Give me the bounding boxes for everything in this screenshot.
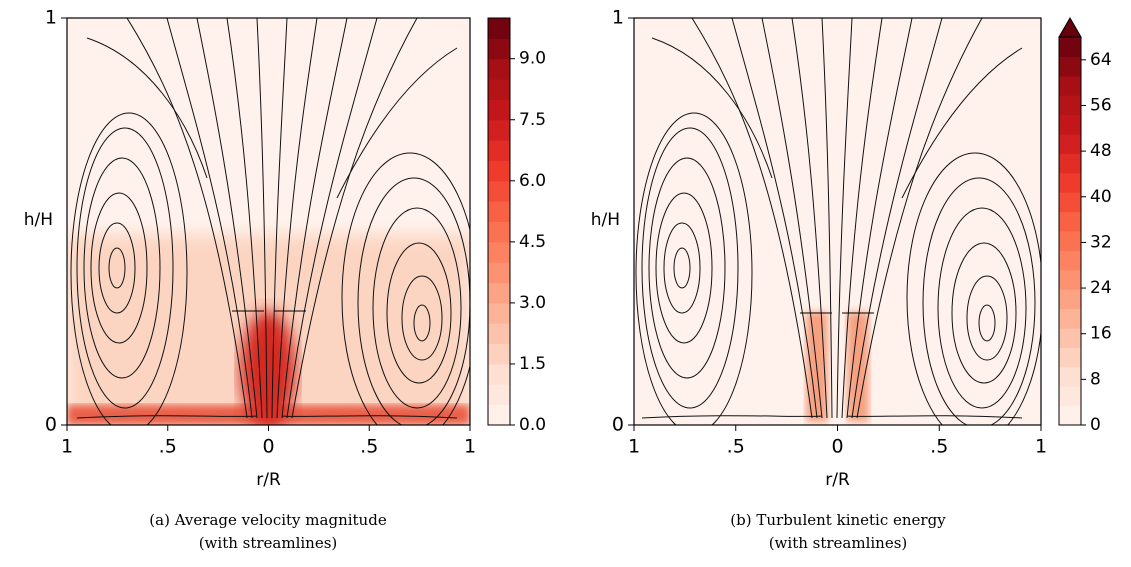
colorbar-band — [1059, 37, 1081, 57]
caption: (a) Average velocity magnitude — [149, 511, 387, 529]
colorbar-band — [488, 404, 510, 426]
y-tick-label: 0 — [612, 414, 624, 436]
field — [634, 18, 1041, 425]
colorbar-tick-label: 32 — [1090, 232, 1112, 252]
colorbar-tick-label: 64 — [1090, 50, 1112, 70]
colorbar-tick-label: 9.0 — [519, 49, 546, 69]
colorbar-band — [1059, 134, 1081, 154]
colorbar-band — [488, 160, 510, 182]
colorbar-tick-label: 3.0 — [519, 293, 546, 313]
caption: (with streamlines) — [199, 534, 338, 552]
x-tick-label: 0 — [831, 436, 843, 458]
colorbar-band — [1059, 231, 1081, 251]
colorbar-band — [1059, 328, 1081, 348]
y-tick-label: 0 — [45, 414, 57, 436]
x-tick-label: .5 — [159, 436, 177, 458]
colorbar-tick-label: 48 — [1090, 141, 1112, 161]
colorbar-band — [1059, 289, 1081, 310]
colorbar-band — [488, 323, 510, 345]
colorbar-tick-label: 40 — [1090, 187, 1112, 207]
colorbar-tick-label: 0 — [1090, 415, 1101, 435]
colorbar-band — [1059, 250, 1081, 271]
x-tick-label: 1 — [628, 436, 640, 458]
colorbar-tick-label: 0.0 — [519, 415, 546, 435]
x-tick-label: 0 — [262, 436, 274, 458]
colorbar-band — [1059, 114, 1081, 135]
colorbar-frame — [1058, 36, 1082, 426]
colorbar-band — [488, 38, 510, 60]
colorbar-band — [1059, 95, 1081, 116]
colorbar-tick-label: 1.5 — [519, 354, 546, 374]
colorbar-band — [1059, 269, 1081, 290]
colorbar-band — [488, 18, 510, 39]
colorbar-band — [1059, 308, 1081, 329]
colorbar-band — [488, 119, 510, 141]
colorbar-band — [1059, 172, 1081, 193]
x-axis-label: r/R — [256, 470, 281, 490]
colorbar-tick-label: 4.5 — [519, 232, 546, 252]
colorbar-band — [1059, 153, 1081, 174]
colorbar-tick-label: 56 — [1090, 95, 1112, 115]
colorbar-band — [1059, 56, 1081, 77]
colorbar-tick-label: 8 — [1090, 369, 1101, 389]
x-tick-label: 1 — [1035, 436, 1047, 458]
x-tick-label: .5 — [727, 436, 745, 458]
y-axis-label: h/H — [591, 210, 620, 230]
colorbar-band — [1059, 75, 1081, 96]
colorbar-frame — [487, 17, 511, 426]
colorbar-band — [488, 99, 510, 121]
colorbar-band — [1059, 347, 1081, 368]
colorbar-band — [1059, 405, 1081, 426]
x-tick-label: 1 — [61, 436, 73, 458]
x-tick-label: .5 — [930, 436, 948, 458]
colorbar-band — [488, 221, 510, 243]
colorbar-band — [488, 282, 510, 304]
colorbar-band — [488, 343, 510, 365]
field — [67, 18, 470, 425]
y-tick-label: 1 — [612, 7, 624, 29]
y-axis-label: h/H — [24, 210, 53, 230]
x-tick-label: 1 — [464, 436, 476, 458]
colorbar-band — [488, 140, 510, 161]
x-tick-label: .5 — [360, 436, 378, 458]
colorbar-band — [488, 363, 510, 385]
caption: (b) Turbulent kinetic energy — [730, 511, 946, 529]
colorbar-band — [488, 180, 510, 202]
colorbar-band — [1059, 366, 1081, 387]
colorbar-band — [488, 384, 510, 406]
colorbar-band — [488, 302, 510, 324]
colorbar-band — [1059, 386, 1081, 407]
colorbar-band — [1059, 211, 1081, 232]
colorbar-extend — [1058, 17, 1082, 38]
x-axis-label: r/R — [825, 470, 850, 490]
colorbar-tick-label: 7.5 — [519, 110, 546, 130]
y-tick-label: 1 — [45, 7, 57, 29]
colorbar-band — [488, 79, 510, 100]
colorbar-tick-label: 24 — [1090, 278, 1112, 298]
colorbar-tick-label: 16 — [1090, 324, 1112, 344]
colorbar-band — [488, 241, 510, 263]
colorbar-tick-label: 6.0 — [519, 171, 546, 191]
colorbar-band — [1059, 192, 1081, 213]
colorbar-band — [488, 201, 510, 222]
colorbar-band — [488, 58, 510, 80]
caption: (with streamlines) — [769, 534, 908, 552]
colorbar-band — [488, 262, 510, 284]
